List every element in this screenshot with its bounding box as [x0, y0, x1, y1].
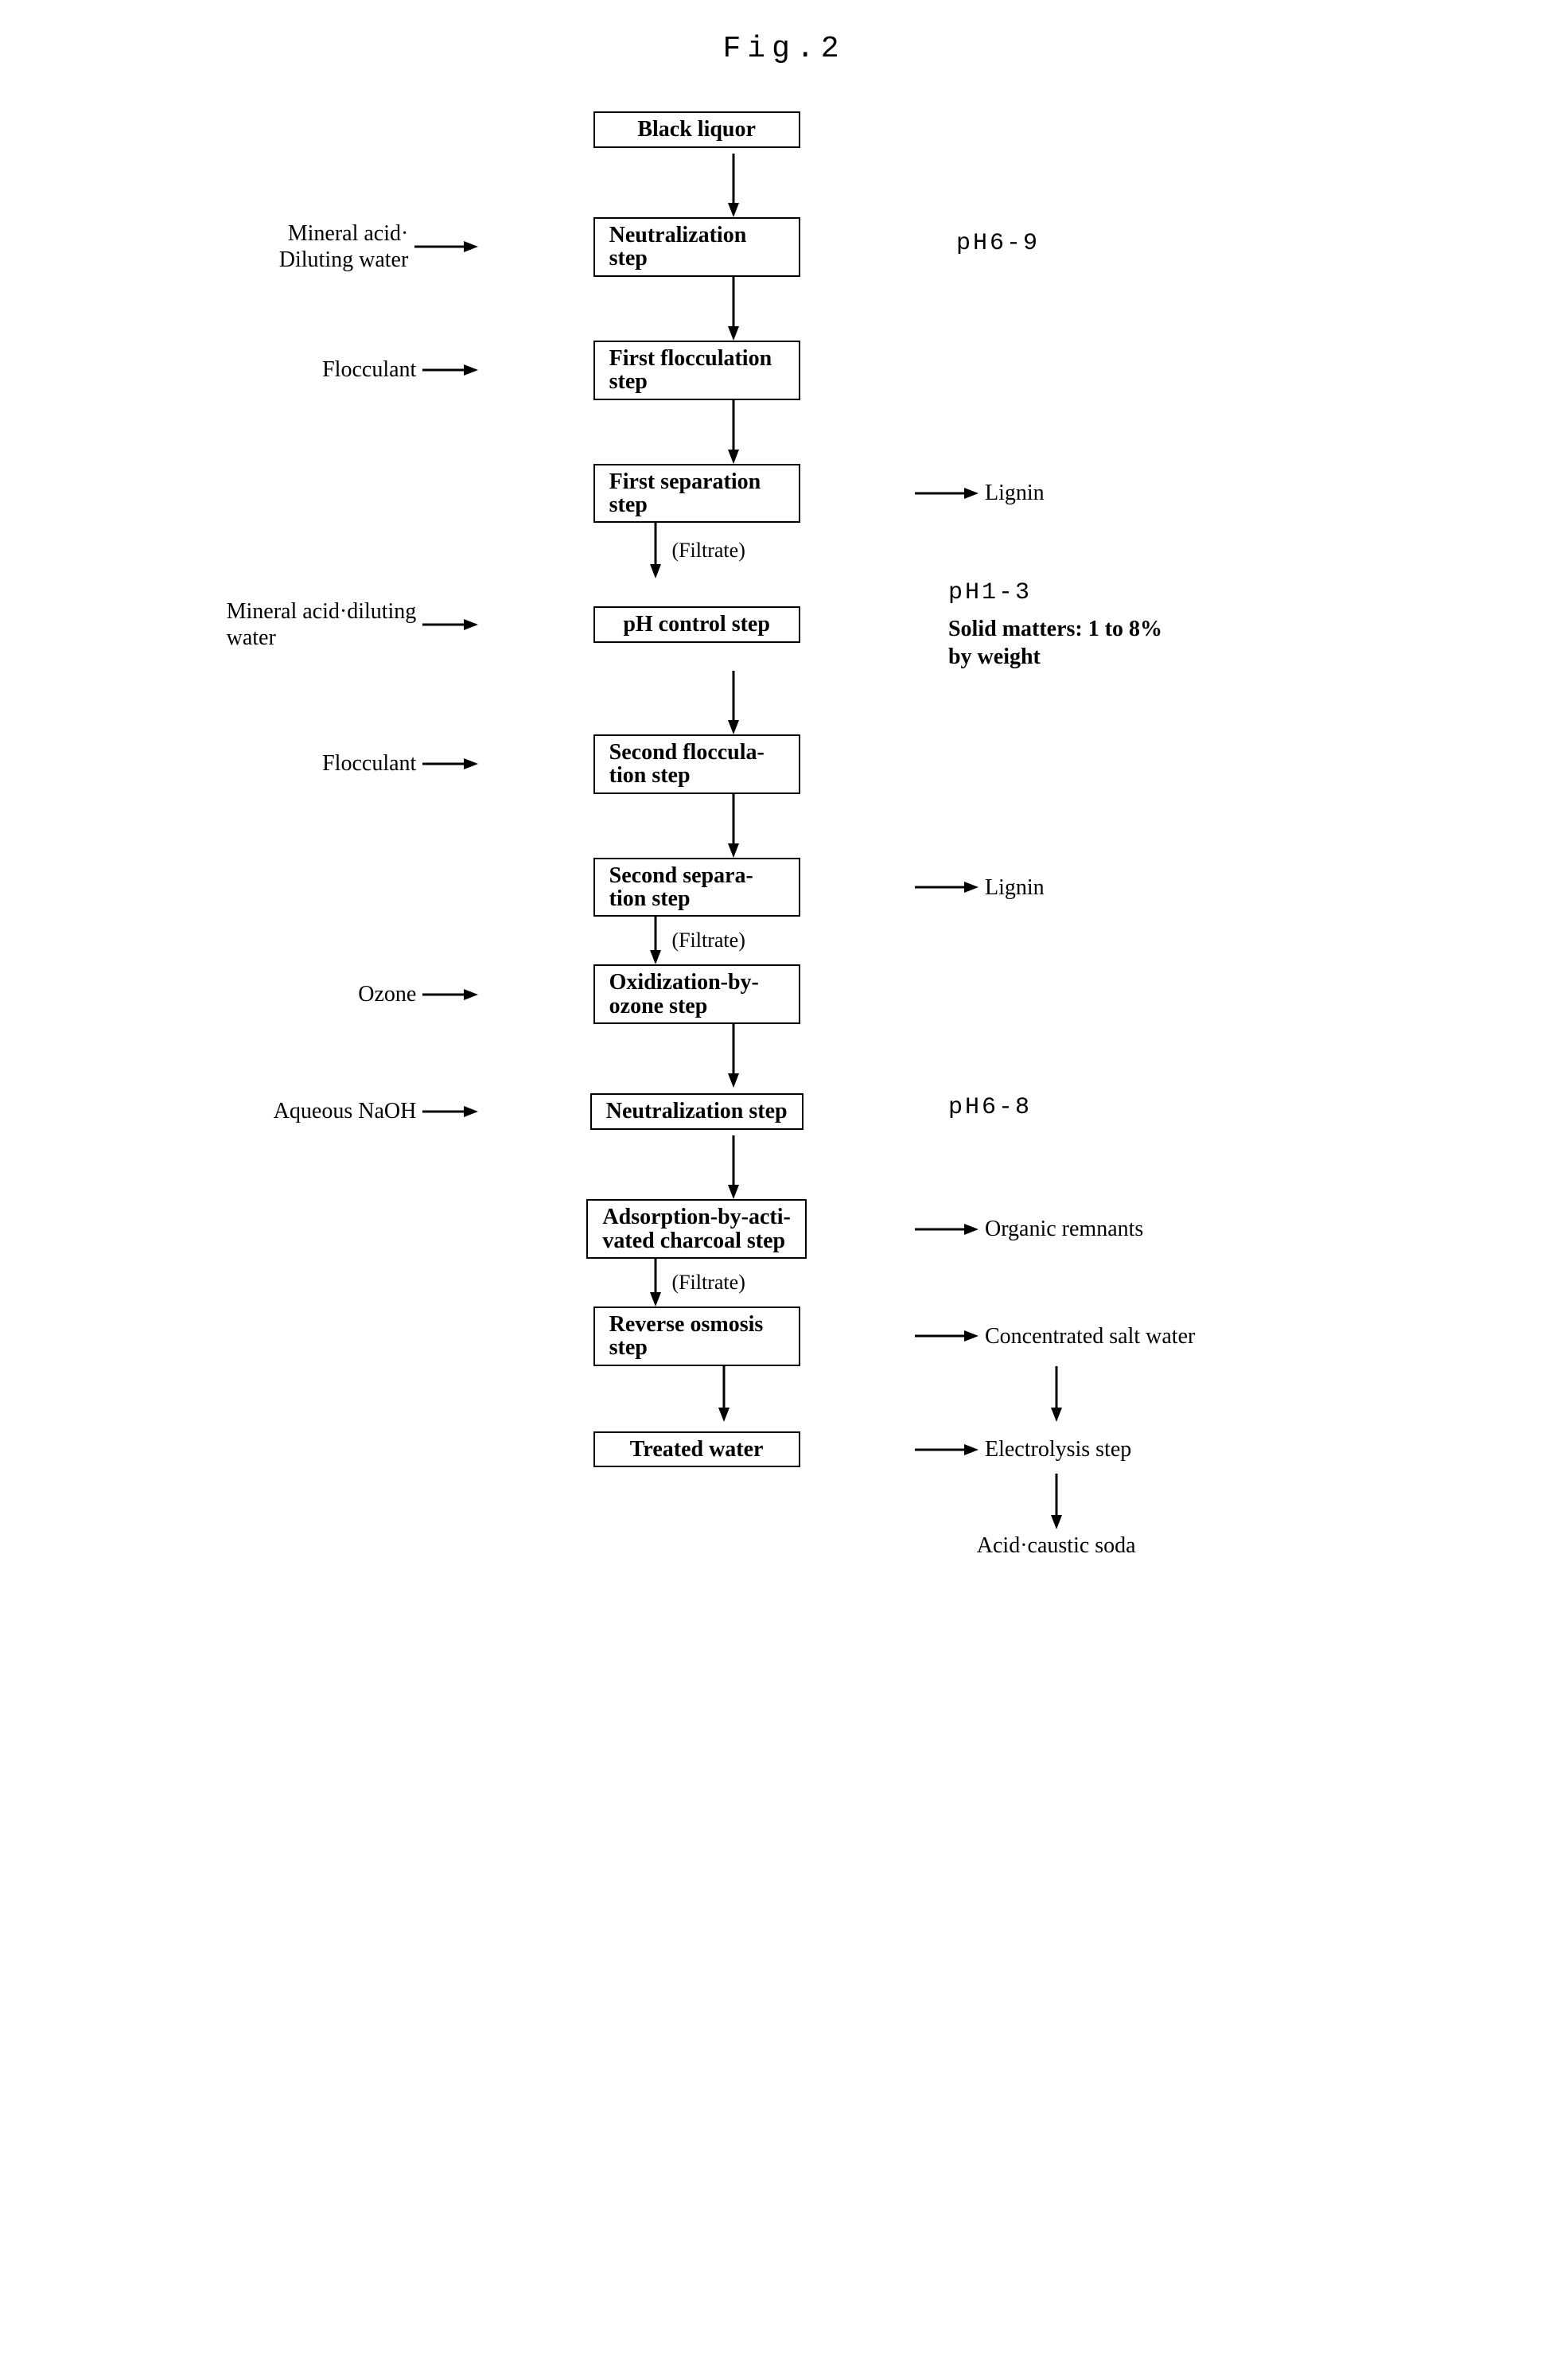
input-mineral-acid-1-line1: Mineral acid· [279, 220, 409, 247]
output-organic: Organic remnants [985, 1215, 1143, 1243]
input-flocculant-2: Flocculant [322, 750, 416, 777]
arrow-down-2 [309, 277, 1157, 341]
arrow-right-input1 [408, 239, 484, 255]
box-neutralization-2: Neutralization step [590, 1093, 803, 1129]
box11-line2: step [609, 1335, 648, 1360]
output-salt-water: Concentrated salt water [985, 1322, 1195, 1350]
box2-line1: Neutralization [609, 223, 747, 247]
output-lignin2: Lignin [985, 874, 1045, 902]
note-ph3: pH6-8 [948, 1093, 1032, 1123]
box-second-flocculation: Second floccula- tion step [593, 734, 800, 794]
box7-line2: tion step [609, 886, 691, 911]
box-treated-water: Treated water [593, 1431, 800, 1467]
arrow-right-lignin1 [909, 485, 985, 501]
box7-line1: Second separa- [609, 863, 753, 888]
arrow-down-1 [309, 154, 1157, 217]
output-lignin1: Lignin [985, 479, 1045, 507]
figure-title: Fig.2 [48, 32, 1520, 66]
arrow-right-input6 [416, 1104, 484, 1120]
note-ph1: pH6-9 [956, 229, 1040, 259]
note-ph2: pH1-3 [948, 578, 1162, 609]
filtrate-3: (Filtrate) [671, 1271, 745, 1295]
box4-line1: First separation [609, 469, 761, 494]
arrow-right-organic [909, 1221, 985, 1237]
box3-line2: step [609, 369, 648, 394]
arrow-right-input2 [416, 362, 484, 378]
arrow-right-input4 [416, 756, 484, 772]
box-electrolysis: Electrolysis step [985, 1435, 1131, 1463]
input-naoh: Aqueous NaOH [274, 1098, 417, 1125]
note-solid-line1: Solid matters: 1 to 8% [948, 615, 1162, 643]
input-mineral-acid-2-line1: Mineral acid·diluting [227, 598, 417, 625]
box3-line1: First flocculation [609, 346, 772, 371]
filtrate-2: (Filtrate) [671, 929, 745, 952]
input-flocculant-1: Flocculant [322, 356, 416, 384]
input-ozone: Ozone [358, 981, 416, 1008]
box8-line2: ozone step [609, 994, 708, 1018]
output-acid-soda: Acid·caustic soda [977, 1533, 1136, 1559]
input-mineral-acid-2-line2: water [227, 625, 417, 652]
arrow-right-electrolysis [909, 1442, 985, 1458]
box-reverse-osmosis: Reverse osmosis step [593, 1307, 800, 1366]
arrow-right-input5 [416, 987, 484, 1003]
box6-line1: Second floccula- [609, 740, 765, 765]
box-neutralization-1: Neutralization step [593, 217, 800, 277]
box-adsorption: Adsorption-by-acti- vated charcoal step [586, 1199, 806, 1259]
arrow-down-electrolysis-out [1049, 1474, 1064, 1533]
arrow-right-lignin2 [909, 879, 985, 895]
box11-line1: Reverse osmosis [609, 1312, 764, 1337]
arrow-down-9 [309, 1135, 1157, 1199]
box-black-liquor: Black liquor [593, 111, 800, 147]
arrow-down-6 [309, 794, 1157, 858]
box-oxidization-ozone: Oxidization-by- ozone step [593, 964, 800, 1024]
filtrate-1: (Filtrate) [671, 539, 745, 563]
arrow-down-4 [648, 523, 663, 578]
box-first-flocculation: First flocculation step [593, 341, 800, 400]
arrow-right-input3 [416, 617, 484, 633]
box10-line2: vated charcoal step [602, 1229, 785, 1253]
box-second-separation: Second separa- tion step [593, 858, 800, 917]
arrow-down-7 [648, 917, 663, 964]
box2-line2: step [609, 246, 648, 271]
arrow-down-10 [648, 1259, 663, 1307]
box-first-separation: First separation step [593, 464, 800, 524]
arrow-down-3 [309, 400, 1157, 464]
arrow-down-5 [309, 671, 1157, 734]
flowchart-diagram: Black liquor Mineral acid· Diluting wate… [48, 106, 1520, 1559]
box10-line1: Adsorption-by-acti- [602, 1205, 790, 1229]
arrow-down-saltwater-to-electrolysis [1049, 1366, 1064, 1426]
arrow-down-8 [309, 1024, 1157, 1088]
box8-line1: Oxidization-by- [609, 970, 759, 995]
box-ph-control: pH control step [593, 606, 800, 642]
arrow-right-saltwater [909, 1328, 985, 1344]
box6-line2: tion step [609, 763, 691, 788]
input-mineral-acid-1-line2: Diluting water [279, 247, 409, 274]
arrow-down-11 [519, 1366, 928, 1422]
note-solid-line2: by weight [948, 643, 1162, 671]
box4-line2: step [609, 493, 648, 517]
